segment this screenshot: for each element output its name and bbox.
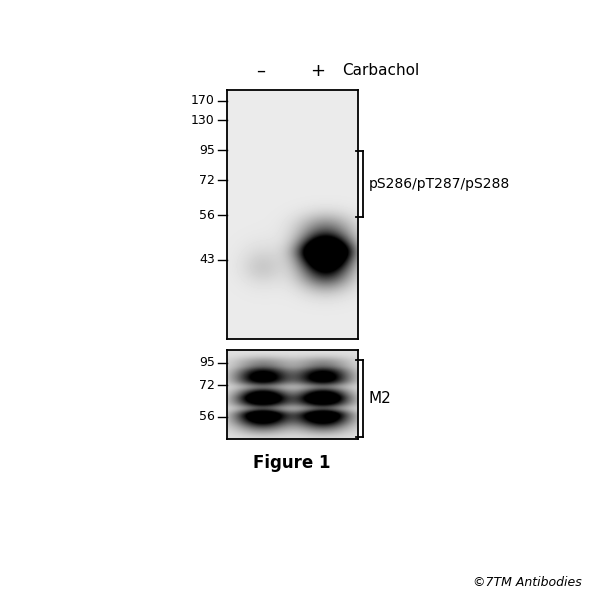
Text: Carbachol: Carbachol xyxy=(342,63,419,78)
Text: 95: 95 xyxy=(199,143,215,157)
Text: pS286/pT287/pS288: pS286/pT287/pS288 xyxy=(368,177,509,191)
Text: Figure 1: Figure 1 xyxy=(253,454,331,472)
Text: +: + xyxy=(311,62,325,80)
Text: 170: 170 xyxy=(191,94,215,107)
Text: 56: 56 xyxy=(199,410,215,424)
Text: 56: 56 xyxy=(199,209,215,222)
Text: –: – xyxy=(257,62,265,80)
Text: 72: 72 xyxy=(199,379,215,392)
Text: 95: 95 xyxy=(199,356,215,370)
Text: ©7TM Antibodies: ©7TM Antibodies xyxy=(473,575,582,589)
Text: 130: 130 xyxy=(191,113,215,127)
Text: M2: M2 xyxy=(368,391,391,406)
Text: 43: 43 xyxy=(199,253,215,266)
Text: 72: 72 xyxy=(199,173,215,187)
